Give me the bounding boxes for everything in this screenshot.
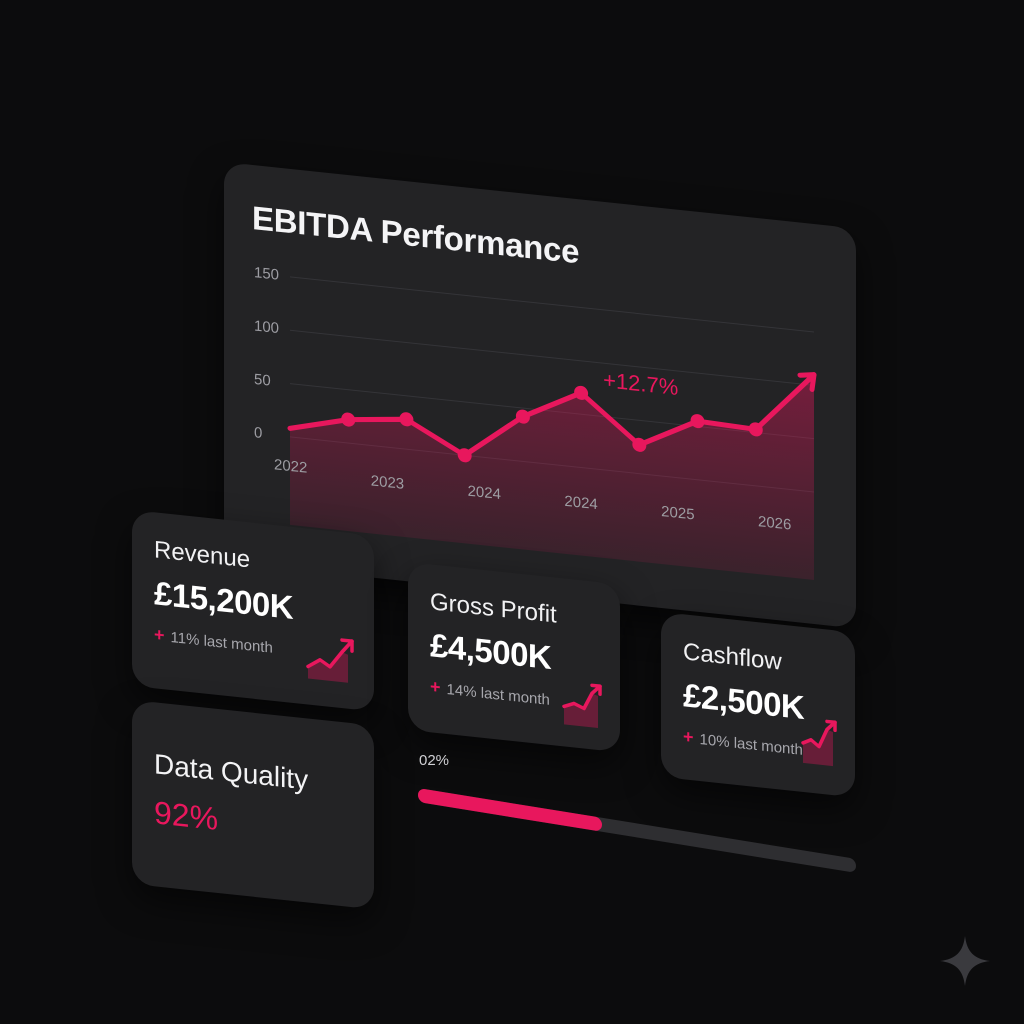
cashflow-delta: +10% last month	[683, 726, 803, 760]
plus-icon: +	[154, 624, 165, 646]
data-quality-label: Data Quality	[154, 748, 309, 796]
x-tick-label: 2026	[758, 513, 791, 533]
data-point	[515, 409, 530, 424]
x-tick-label: 2025	[661, 503, 694, 523]
data-quality-card[interactable]: Data Quality 92%	[132, 700, 374, 910]
revenue-card[interactable]: Revenue £15,200K +11% last month	[132, 510, 374, 712]
revenue-value: £15,200K	[154, 574, 294, 626]
series-line	[287, 372, 817, 458]
data-point	[399, 412, 414, 427]
x-tick-label: 2023	[371, 472, 404, 492]
trend-up-icon	[562, 683, 602, 728]
progress-bar[interactable]	[418, 788, 856, 873]
plus-icon: +	[430, 676, 441, 698]
progress-fill	[418, 788, 602, 832]
data-point	[457, 448, 472, 463]
cashflow-card[interactable]: Cashflow £2,500K +10% last month	[661, 612, 855, 798]
revenue-delta-text: 11% last month	[170, 629, 273, 657]
ebitda-chart-card[interactable]: EBITDA Performance 0 50 100 150 +12.7% 2022 20…	[224, 162, 856, 629]
data-point	[341, 412, 356, 427]
y-tick-label: 0	[254, 424, 262, 442]
cashflow-label: Cashflow	[683, 638, 782, 676]
sparkle-icon	[940, 936, 990, 986]
gridline	[290, 276, 814, 333]
data-point	[748, 422, 763, 437]
data-quality-value: 92%	[154, 794, 219, 838]
gross-profit-delta-text: 14% last month	[446, 681, 550, 709]
plus-icon: +	[683, 726, 694, 748]
data-point	[690, 414, 705, 429]
cashflow-delta-text: 10% last month	[699, 731, 803, 759]
x-tick-label: 2022	[274, 456, 307, 476]
x-tick-label: 2024	[564, 493, 597, 513]
trend-up-icon	[801, 719, 837, 767]
area-fill	[290, 374, 814, 581]
gross-profit-delta: +14% last month	[430, 676, 550, 710]
x-tick-label: 2024	[468, 483, 501, 503]
gridline	[290, 329, 814, 386]
cashflow-value: £2,500K	[683, 676, 805, 727]
y-tick-label: 150	[254, 264, 279, 284]
data-point	[632, 437, 647, 452]
gross-profit-card[interactable]: Gross Profit £4,500K +14% last month	[408, 562, 620, 753]
chart-annotation: +12.7%	[603, 367, 678, 400]
y-tick-label: 100	[254, 318, 279, 338]
trend-up-icon	[306, 638, 354, 683]
end-arrow	[797, 372, 817, 392]
gross-profit-value: £4,500K	[430, 626, 552, 677]
progress-label: 02%	[419, 752, 450, 769]
revenue-label: Revenue	[154, 536, 251, 574]
data-point	[574, 385, 589, 400]
gross-profit-label: Gross Profit	[430, 588, 557, 629]
y-tick-label: 50	[254, 371, 271, 390]
revenue-delta: +11% last month	[154, 624, 273, 657]
ebitda-line-chart: 0 50 100 150 +12.7% 2022 2023 2024 2024 2025 2026	[254, 264, 817, 581]
